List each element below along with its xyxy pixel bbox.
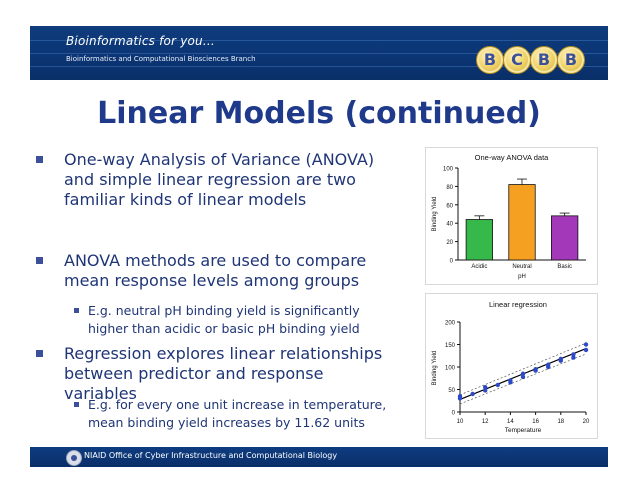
x-axis-label: Temperature: [505, 427, 542, 434]
bullet-list: One-way Analysis of Variance (ANOVA) and…: [36, 150, 396, 440]
x-tick-label: 10: [457, 419, 464, 425]
data-point: [520, 374, 526, 380]
header-subtitle: Bioinformatics and Computational Bioscie…: [66, 55, 256, 63]
bcbb-logo: B C B B: [476, 44, 586, 74]
data-point: [571, 352, 576, 357]
bullet-marker-icon: [36, 156, 43, 163]
x-axis-label: pH: [518, 274, 526, 280]
y-tick-label: 20: [446, 240, 453, 246]
x-tick-label: 14: [507, 419, 514, 425]
subbullet-2-1-text: E.g. neutral pH binding yield is signifi…: [88, 303, 360, 336]
regression-chart-panel: Linear regression 0 50 100 150 200 10 12 14 16 18 2…: [425, 293, 598, 439]
niaid-logo-icon: [66, 450, 82, 466]
bullet-2-text: ANOVA methods are used to compare mean r…: [64, 251, 367, 290]
x-tick-label: Basic: [557, 264, 572, 270]
confidence-lower-line: [459, 353, 587, 405]
data-point: [520, 371, 526, 376]
data-point: [583, 342, 589, 347]
y-tick-label: 80: [446, 185, 453, 191]
data-point: [583, 347, 589, 353]
data-point: [571, 355, 576, 360]
data-point: [533, 368, 538, 373]
data-point: [495, 382, 500, 388]
y-tick-label: 200: [445, 321, 456, 327]
bullet-3-text: Regression explores linear relationships…: [64, 344, 383, 403]
y-tick-label: 50: [448, 388, 455, 394]
y-tick-label: 40: [446, 222, 453, 228]
data-point: [483, 385, 488, 390]
bar: [551, 215, 579, 261]
anova-chart: One-way ANOVA data 0 20 40 60 80 100 Acidic Neut…: [432, 153, 586, 280]
chart-title: One-way ANOVA data: [475, 153, 549, 162]
logo-letter-2: C: [503, 46, 531, 74]
confidence-upper-line: [459, 342, 587, 396]
bullet-3: Regression explores linear relationships…: [36, 344, 396, 404]
anova-chart-panel: One-way ANOVA data 0 20 40 60 80 100 Acidic Neut…: [425, 147, 598, 285]
subbullet-2-1: E.g. neutral pH binding yield is signifi…: [36, 302, 396, 338]
bullet-2: ANOVA methods are used to compare mean r…: [36, 251, 396, 291]
logo-letter-1: B: [476, 46, 504, 74]
y-axis-label: Binding Yield: [432, 197, 438, 232]
y-tick-label: 0: [450, 259, 454, 265]
header-line-1: [30, 40, 608, 41]
page-title: Linear Models (continued): [97, 96, 541, 131]
logo-letter-4: B: [557, 46, 585, 74]
x-tick-label: 20: [583, 419, 590, 425]
bullet-marker-icon: [36, 350, 43, 357]
header-line-3: [30, 66, 608, 67]
regression-chart: Linear regression 0 50 100 150 200 10 12 14 16 18 2…: [432, 300, 590, 434]
bar: [508, 184, 536, 261]
subbullet-3-1: E.g. for every one unit increase in temp…: [36, 396, 396, 432]
x-tick-label: 18: [557, 419, 564, 425]
header-line-2: [30, 53, 608, 54]
data-point: [508, 380, 513, 385]
bullet-1: One-way Analysis of Variance (ANOVA) and…: [36, 150, 396, 210]
data-point: [470, 391, 475, 397]
chart-title: Linear regression: [489, 300, 547, 309]
data-point: [457, 396, 463, 401]
y-axis-label: Binding Yield: [432, 351, 438, 386]
footer-text: NIAID Office of Cyber Infrastructure and…: [84, 451, 338, 460]
y-tick-label: 150: [445, 343, 456, 349]
data-point: [546, 364, 551, 370]
x-tick-label: Neutral: [512, 264, 531, 270]
bar: [465, 219, 493, 261]
x-tick-label: 16: [532, 419, 539, 425]
y-tick-label: 0: [452, 411, 456, 417]
subbullet-marker-icon: [74, 402, 79, 407]
y-tick-label: 60: [446, 203, 453, 209]
data-point: [483, 388, 488, 393]
subbullet-marker-icon: [74, 308, 79, 313]
subbullet-3-1-text: E.g. for every one unit increase in temp…: [88, 397, 387, 430]
header-title: Bioinformatics for you...: [66, 34, 215, 48]
bullet-marker-icon: [36, 257, 43, 264]
data-point: [558, 358, 563, 363]
bullet-1-text: One-way Analysis of Variance (ANOVA) and…: [64, 150, 375, 209]
y-tick-label: 100: [445, 366, 456, 372]
footer-banner: NIAID Office of Cyber Infrastructure and…: [30, 447, 608, 467]
logo-letter-3: B: [530, 46, 558, 74]
x-tick-label: 12: [482, 419, 489, 425]
x-tick-label: Acidic: [471, 264, 487, 270]
y-tick-label: 100: [443, 167, 454, 173]
